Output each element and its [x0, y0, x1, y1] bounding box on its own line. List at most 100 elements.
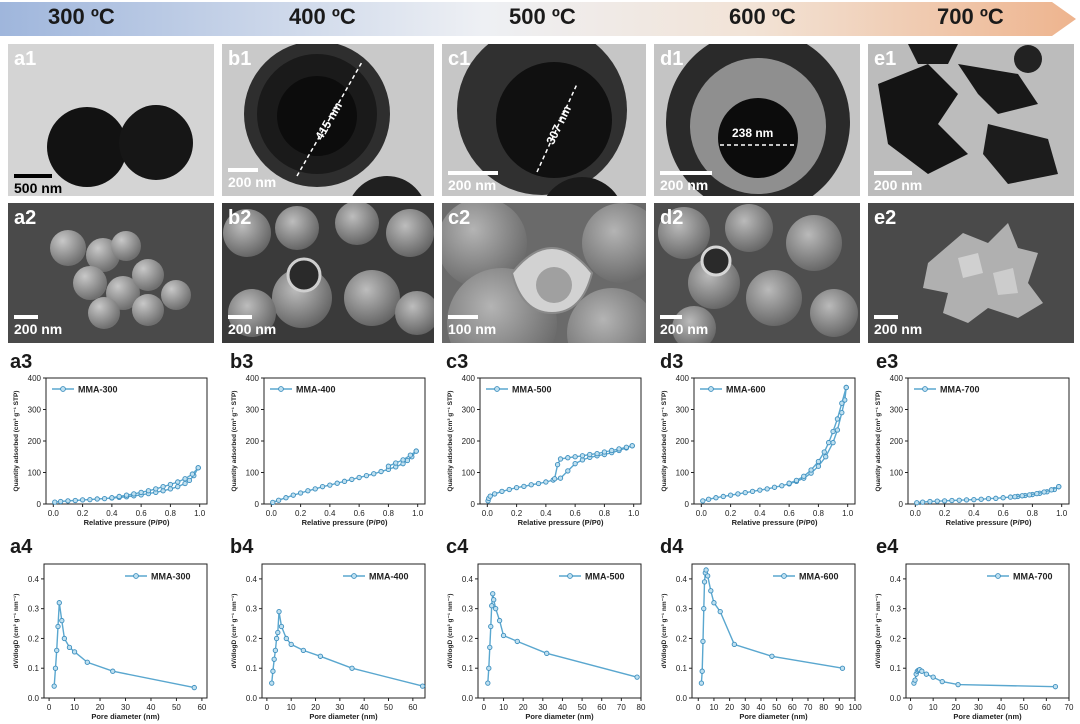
x-tick-label: 30 [741, 703, 750, 712]
data-point [779, 483, 785, 489]
scale-bar-d2: 200 nm [660, 315, 708, 337]
x-tick-label: 20 [311, 703, 320, 712]
y-tick-label: 400 [28, 374, 42, 383]
legend-label: MMA-300 [78, 385, 118, 395]
x-tick-label: 60 [597, 703, 606, 712]
data-point [101, 495, 108, 502]
data-point [491, 597, 497, 603]
y-tick-label: 0.0 [676, 694, 688, 703]
x-tick-label: 40 [997, 703, 1006, 712]
y-tick-label: 0.2 [28, 634, 40, 643]
y-tick-label: 0 [471, 500, 476, 509]
data-point [771, 484, 778, 490]
y-tick-label: 100 [28, 469, 42, 478]
data-point [109, 495, 115, 501]
data-point [145, 488, 152, 494]
y-tick-label: 0.2 [246, 634, 258, 643]
bet-isotherm-chart-a3: 0.0 0.2 0.4 0.6 0.8 1.0 0 100 200 300 400 Relative … [13, 374, 208, 527]
data-point [186, 477, 193, 484]
data-point [52, 665, 59, 671]
panel-label-b2: b2 [228, 207, 252, 229]
panel-label-e1: e1 [874, 48, 897, 70]
data-point [65, 498, 71, 504]
x-tick-label: 0.0 [48, 509, 60, 518]
data-point [579, 453, 586, 459]
chart-label-d3: d3 [660, 351, 684, 373]
data-point [487, 493, 493, 499]
data-point [317, 653, 324, 659]
sem-image-a2: a2 200 nm [8, 203, 214, 343]
data-point [815, 463, 822, 469]
legend-marker [351, 573, 357, 579]
x-tick-label: 0.0 [910, 509, 922, 518]
y-tick-label: 100 [890, 469, 904, 478]
data-point [572, 461, 578, 467]
data-point [923, 671, 930, 677]
data-point [757, 487, 763, 493]
y-tick-label: 0.0 [28, 694, 40, 703]
data-point [713, 495, 719, 501]
data-point [1041, 489, 1047, 495]
data-point [278, 623, 285, 630]
data-point [839, 665, 846, 671]
data-point [87, 496, 93, 503]
data-point [485, 680, 491, 686]
data-point [1000, 495, 1006, 501]
x-tick-label: 50 [578, 703, 587, 712]
y-tick-label: 100 [246, 469, 260, 478]
data-point [711, 600, 717, 606]
x-tick-label: 20 [725, 703, 734, 712]
temperature-arrow [0, 2, 1076, 36]
x-tick-label: 1.0 [1056, 509, 1068, 518]
y-tick-label: 0.1 [246, 664, 258, 673]
x-tick-label: 40 [147, 703, 156, 712]
bet-isotherm-chart-b3: 0.0 0.2 0.4 0.6 0.8 1.0 0 100 200 300 400 Relative … [231, 374, 426, 527]
series-line-adsorption [700, 567, 843, 684]
data-point [269, 680, 275, 686]
data-point [153, 486, 159, 492]
data-point [565, 455, 571, 461]
data-point [506, 486, 512, 493]
data-point [963, 497, 970, 503]
data-point [59, 617, 65, 624]
x-tick-label: 0 [696, 703, 701, 712]
scale-bar-b1: 200 nm [228, 168, 276, 190]
scale-bar-a1: 500 nm [14, 174, 62, 196]
y-axis-label: Quantity adsorbed (cm³ g⁻¹ STP) [875, 391, 882, 492]
y-tick-label: 200 [28, 437, 42, 446]
y-tick-label: 400 [462, 374, 476, 383]
x-tick-label: 70 [804, 703, 813, 712]
legend-marker [60, 386, 66, 392]
dimension-label-d1: 238 nm [732, 126, 774, 140]
data-point [486, 665, 492, 671]
x-axis-label: Pore diameter (nm) [91, 712, 160, 721]
x-tick-label: 0.8 [813, 509, 825, 518]
y-tick-label: 300 [890, 406, 904, 415]
data-point [793, 477, 800, 484]
y-tick-label: 0 [685, 500, 690, 509]
y-tick-label: 0.4 [28, 575, 40, 584]
legend-label: MMA-600 [799, 572, 839, 582]
x-tick-label: 50 [1019, 703, 1028, 712]
x-tick-label: 80 [819, 703, 828, 712]
data-point [167, 481, 174, 488]
y-tick-label: 0.2 [676, 634, 688, 643]
data-point [175, 484, 181, 490]
data-point [949, 497, 955, 504]
panel-label-c1: c1 [448, 48, 471, 70]
x-axis-label: Relative pressure (P/P0) [302, 518, 388, 527]
y-tick-label: 0 [899, 500, 904, 509]
x-tick-label: 0.0 [266, 509, 278, 518]
y-tick-label: 300 [28, 406, 42, 415]
data-point [843, 384, 849, 391]
data-point [705, 496, 712, 502]
y-tick-label: 200 [676, 437, 690, 446]
data-point [488, 623, 494, 630]
data-point [700, 638, 706, 645]
y-tick-label: 0.4 [246, 575, 258, 584]
data-point [491, 491, 498, 497]
data-point [557, 456, 564, 462]
chart-label-b3: b3 [230, 351, 254, 373]
data-point [175, 479, 181, 485]
data-point [731, 641, 737, 648]
